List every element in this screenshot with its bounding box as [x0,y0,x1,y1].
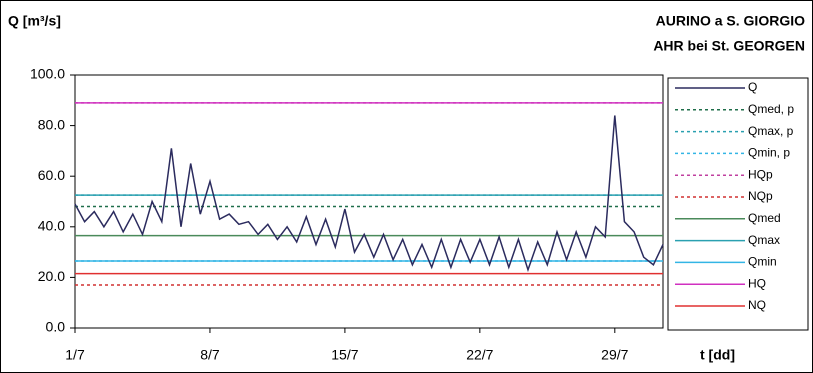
legend-label: Qmin, p [748,146,790,160]
x-axis-label: t [dd] [700,347,735,363]
legend-label: NQp [748,189,773,203]
y-axis-label: Q [m³/s] [8,13,61,29]
x-tick-label: 15/7 [331,347,358,363]
legend-label: Qmin [748,255,777,269]
legend-label: Qmed [748,211,781,225]
plot-area [74,74,664,329]
y-tick-label: 60.0 [38,167,65,183]
y-tick-label: 80.0 [38,116,65,132]
chart-title: AURINO a S. GIORGIO [656,13,805,29]
x-tick-label: 22/7 [466,347,493,363]
data-line [74,115,664,273]
legend-label: Qmed, p [748,102,794,116]
x-tick-label: 29/7 [601,347,628,363]
x-tick-label: 8/7 [200,347,220,363]
legend-label: HQp [748,167,773,181]
legend-label: Q [748,80,757,94]
legend-label: Qmax [748,233,780,247]
legend-label: NQ [748,298,766,312]
chart-subtitle: AHR bei St. GEORGEN [653,38,805,54]
legend-label: Qmax, p [748,124,794,138]
x-tick-label: 1/7 [65,347,85,363]
y-tick-label: 20.0 [38,268,65,284]
y-tick-label: 40.0 [38,218,65,234]
legend-label: HQ [748,276,766,290]
legend [667,77,809,331]
y-tick-label: 100.0 [30,66,65,82]
y-tick-label: 0.0 [46,319,66,335]
